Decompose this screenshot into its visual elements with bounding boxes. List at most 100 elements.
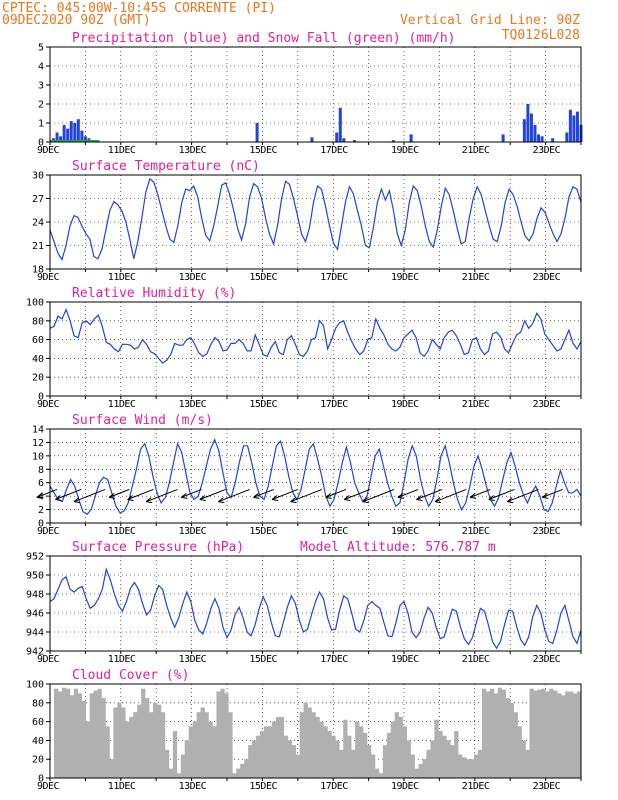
wind-arrow: [55, 488, 82, 500]
xtick-label: 21DEC: [462, 654, 490, 665]
xtick-label: 23DEC: [533, 145, 561, 156]
ytick-label: 950: [26, 571, 44, 582]
cloud-bar: [577, 691, 582, 778]
ytick-label: 1: [38, 119, 44, 130]
cloud-bar: [410, 754, 415, 778]
wind-arrow-head: [344, 499, 351, 502]
cloud-bar: [351, 749, 356, 778]
precip-bar: [537, 134, 541, 142]
cloud-bar: [481, 688, 487, 778]
cloud-bar: [307, 707, 312, 778]
cloud-bar: [477, 749, 483, 778]
wind-arrow-head: [397, 492, 404, 498]
xtick-label: 21DEC: [462, 145, 490, 156]
precip-bar: [335, 132, 339, 142]
panel-title-wind: Surface Wind (m/s): [72, 413, 213, 428]
precip-bar: [62, 124, 66, 142]
xtick-label: 19DEC: [391, 145, 419, 156]
cloud-bar: [196, 712, 201, 778]
ytick-label: 20: [32, 755, 44, 766]
header-vgrid-note: Vertical Grid Line: 90Z: [400, 13, 580, 28]
cloud-bar: [105, 726, 110, 778]
wind-arrow-head: [290, 501, 297, 504]
xtick-label: 11DEC: [108, 272, 136, 283]
cloud-bar: [327, 731, 332, 778]
wind-arrow-head: [199, 499, 206, 502]
header-location: CPTEC: 045:00W-10:45S CORRENTE (PI): [2, 1, 276, 16]
cloud-bar: [549, 688, 554, 778]
cloud-bar: [287, 740, 293, 778]
precip-bar: [409, 134, 413, 142]
wind-arrow: [344, 488, 371, 500]
ytick-label: 3: [38, 81, 44, 92]
panel-pressure: 942 944 946 948 950 952 9DEC 11DEC 13DEC 15DEC 17D…: [26, 540, 582, 665]
wind-arrow-head: [271, 499, 279, 502]
cloud-bar: [418, 763, 423, 778]
cloud-bar: [363, 732, 368, 778]
ytick-label: 952: [26, 552, 44, 563]
wind-arrow-head: [343, 495, 350, 500]
ytick-label: 18: [32, 265, 44, 276]
cloud-bar: [275, 716, 281, 778]
panel-title-precip: Precipitation (blue) and Snow Fall (gree…: [72, 31, 456, 46]
ytick-label: 0: [38, 138, 44, 149]
wind-arrow-head: [325, 492, 332, 498]
ytick-label: 2: [38, 100, 44, 111]
cloud-bar: [117, 702, 122, 778]
wind-arrow-head: [36, 496, 43, 499]
cloud-bar: [97, 688, 102, 778]
cloud-bar: [172, 731, 178, 778]
cloud-bar: [370, 754, 376, 778]
cloud-bar: [69, 695, 75, 778]
cloud-bar: [216, 691, 221, 778]
xtick-label: 9DEC: [37, 781, 60, 792]
wind-arrow: [469, 488, 491, 498]
xtick-label: 15DEC: [249, 145, 277, 156]
precip-bar: [342, 138, 346, 142]
cloud-bar: [260, 731, 265, 778]
ytick-label: 21: [32, 241, 44, 252]
wind-arrow-head: [55, 495, 61, 500]
xtick-label: 17DEC: [320, 526, 348, 537]
wind-arrow-head: [36, 492, 43, 498]
xtick-label: 13DEC: [179, 654, 207, 665]
cloud-bar: [256, 735, 261, 778]
cloud-bar: [57, 691, 63, 778]
ytick-label: 12: [32, 438, 44, 449]
panel-title-rh: Relative Humidity (%): [72, 286, 236, 301]
wind-arrow: [397, 488, 419, 498]
wind-arrow-head: [180, 492, 187, 498]
wind-arrow-head: [416, 499, 423, 502]
wind-arrow: [488, 488, 515, 500]
cloud-bar: [129, 716, 134, 778]
cloud-bar: [113, 707, 118, 778]
cloud-bar: [545, 691, 550, 778]
wind-arrow-head: [506, 497, 513, 503]
ytick-label: 6: [38, 478, 44, 489]
wind-arrow: [199, 488, 226, 500]
cloud-bar: [295, 754, 300, 778]
xtick-label: 11DEC: [108, 781, 136, 792]
precip-bar: [83, 136, 87, 142]
wind-arrow-head: [55, 499, 62, 502]
cloud-bar: [414, 768, 419, 778]
xtick-label: 17DEC: [320, 781, 348, 792]
wind-arrow-head: [488, 495, 495, 500]
xtick-label: 23DEC: [533, 654, 561, 665]
xtick-label: 9DEC: [37, 399, 60, 410]
wind-arrow: [290, 488, 323, 503]
cloud-bar: [279, 716, 285, 778]
cloud-bar: [347, 735, 352, 778]
xtick-label: 23DEC: [533, 272, 561, 283]
cloud-bar: [315, 716, 320, 778]
precip-bar: [55, 132, 59, 142]
cloud-bar: [236, 768, 241, 778]
cloud-bar: [561, 695, 566, 778]
cloud-bar: [153, 702, 158, 778]
cloud-bar: [355, 721, 360, 778]
xtick-label: 17DEC: [320, 654, 348, 665]
ytick-label: 4: [38, 62, 44, 73]
wind-arrow-head: [469, 492, 476, 498]
precip-bar: [533, 124, 537, 142]
